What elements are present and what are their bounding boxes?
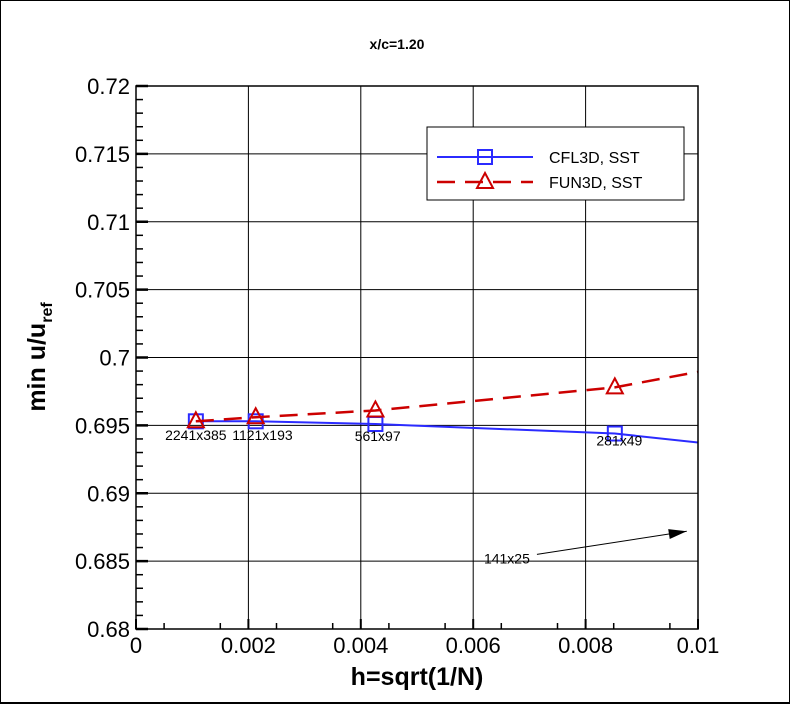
chart-title: x/c=1.20 bbox=[370, 36, 425, 52]
data-point-triangle bbox=[186, 410, 206, 429]
data-point-triangle bbox=[246, 406, 266, 425]
x-tick-label: 0 bbox=[130, 633, 142, 658]
annotation-label: 281x49 bbox=[596, 432, 642, 448]
data-point-square bbox=[606, 425, 623, 442]
data-point-triangle bbox=[365, 399, 386, 418]
annotation-label: 141x25 bbox=[484, 550, 530, 566]
y-tick-label: 0.7 bbox=[99, 346, 130, 371]
y-axis-label-main: min u/u bbox=[23, 323, 51, 412]
axis-ticks: 0 0.002 0.004 0.006 0.008 0.01 0.68 0.685 0.69 0.… bbox=[75, 74, 719, 658]
y-tick-label: 0.685 bbox=[75, 549, 130, 574]
annotations: 2241x385 1121x193 561x97 281x49 141x25 bbox=[165, 427, 687, 566]
x-tick-label: 0.01 bbox=[677, 633, 720, 658]
y-tick-label: 0.71 bbox=[87, 210, 130, 235]
legend-marker-square bbox=[477, 149, 493, 165]
legend-marker-triangle bbox=[475, 170, 495, 189]
x-tick-label: 0.002 bbox=[221, 633, 276, 658]
y-tick-label: 0.705 bbox=[75, 278, 130, 303]
y-tick-label: 0.715 bbox=[75, 142, 130, 167]
y-axis-label: min u/uref bbox=[23, 302, 56, 412]
series-group bbox=[186, 370, 698, 444]
y-tick-label: 0.69 bbox=[87, 481, 130, 506]
x-tick-label: 0.008 bbox=[558, 633, 613, 658]
y-tick-label: 0.68 bbox=[87, 617, 130, 642]
series-line-1 bbox=[195, 370, 698, 423]
series-line-0 bbox=[195, 420, 698, 444]
legend-label-fun3d: FUN3D, SST bbox=[549, 175, 643, 192]
x-tick-label: 0.006 bbox=[446, 633, 501, 658]
y-tick-label: 0.72 bbox=[87, 74, 130, 99]
legend: CFL3D, SST FUN3D, SST bbox=[426, 126, 685, 201]
data-point-triangle bbox=[605, 376, 625, 395]
y-tick-label: 0.695 bbox=[75, 413, 130, 438]
x-tick-label: 0.004 bbox=[333, 633, 388, 658]
y-axis-label-sub: ref bbox=[39, 302, 56, 323]
annotation-label: 2241x385 bbox=[165, 427, 227, 443]
legend-box bbox=[426, 126, 685, 201]
plot-frame bbox=[135, 85, 699, 630]
annotation-label: 1121x193 bbox=[232, 427, 293, 443]
x-axis-label: h=sqrt(1/N) bbox=[351, 663, 484, 691]
annotation-label: 561x97 bbox=[355, 428, 401, 444]
arrowhead-icon bbox=[668, 529, 687, 539]
legend-label-cfl3d: CFL3D, SST bbox=[549, 150, 640, 167]
annotation-arrow bbox=[536, 530, 687, 555]
